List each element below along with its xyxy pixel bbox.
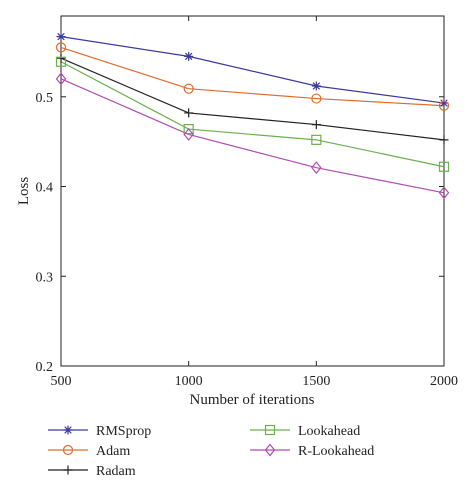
y-tick-label: 0.4 [36,181,54,196]
legend-label: Lookahead [298,424,360,439]
series-line-3 [60,57,445,141]
data-point-marker [311,93,322,104]
data-point-marker [439,135,449,145]
series-line-1 [60,36,445,104]
axis-ticks: 500 1000 1500 2000 0.2 0.3 0.4 0.5 [36,16,458,389]
data-point-marker [55,56,67,67]
legend-label: Radam [96,464,136,479]
x-tick-label: 1500 [302,374,330,389]
data-point-marker [56,32,66,42]
legend-marker [62,444,74,456]
series-line-5 [60,78,445,194]
legend-item: Adam [48,444,130,459]
data-point-marker [56,53,66,63]
legend-marker [63,425,73,435]
x-tick-label: 500 [51,374,72,389]
series-line-2 [60,46,445,107]
series-markers [55,32,450,200]
data-point-marker [311,81,321,91]
data-point-marker [184,51,194,61]
legend-item: Radam [48,464,136,479]
x-axis-label: Number of iterations [190,392,315,408]
data-point-marker [311,134,322,145]
legend: RMSprop Adam Radam Lookahead R-Lookahead [48,424,374,479]
series-line-4 [60,61,445,168]
data-point-marker [438,100,450,111]
data-point-marker [438,161,450,172]
y-tick-label: 0.3 [36,270,54,285]
data-point-marker [183,123,194,135]
legend-label: R-Lookahead [298,444,374,459]
data-point-marker [55,72,67,86]
data-point-marker [55,42,67,53]
data-point-marker [183,83,194,94]
legend-marker [264,424,276,436]
data-point-marker [438,186,450,200]
legend-item: Lookahead [250,424,360,439]
data-point-marker [183,128,194,141]
y-axis-label: Loss [16,177,32,206]
data-point-marker [311,120,321,130]
legend-item: RMSprop [48,424,151,439]
plot-area [60,15,445,367]
legend-marker [264,443,276,457]
y-tick-label: 0.5 [36,91,54,106]
data-point-marker [184,108,194,118]
legend-label: RMSprop [96,424,151,439]
y-tick-label: 0.2 [36,360,54,375]
legend-label: Adam [96,444,130,459]
data-point-marker [439,98,449,108]
data-point-marker [311,161,322,175]
series-lines [60,36,445,194]
legend-marker [63,465,73,475]
x-tick-label: 1000 [175,374,203,389]
legend-item: R-Lookahead [250,443,374,459]
x-tick-label: 2000 [430,374,458,389]
